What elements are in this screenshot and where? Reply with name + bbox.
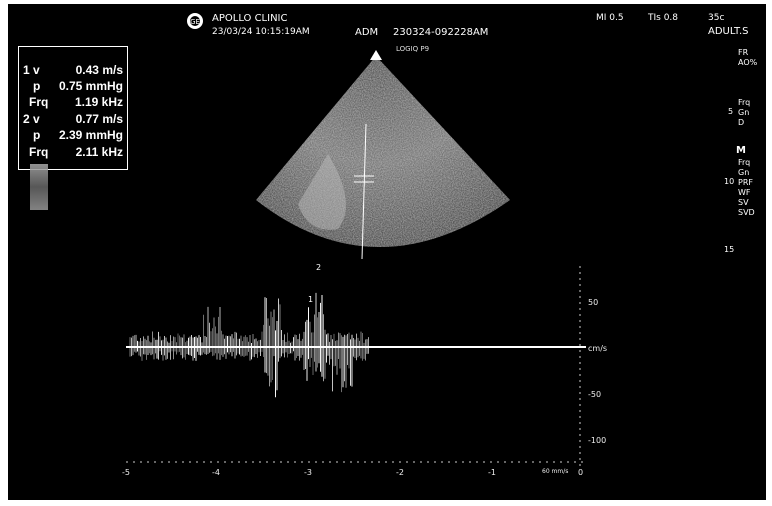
measurement-row: Frq 1.19 kHz (29, 95, 123, 109)
measurement-row: p 0.75 mmHg (33, 79, 123, 93)
measurement-row: p 2.39 mmHg (33, 128, 123, 142)
gray-scale-bar (30, 164, 48, 210)
clinic-name: APOLLO CLINIC (212, 13, 288, 24)
param-prf: PRF (738, 178, 753, 187)
operator-id: ADM (355, 27, 379, 38)
probe-label: LOGIQ P9 (396, 45, 430, 53)
ge-logo-icon: GE (187, 13, 203, 29)
param-gn: Gn (738, 108, 750, 117)
param-frq: Frq (738, 98, 751, 107)
param-svd: SVD (738, 208, 755, 217)
velocity-unit: cm/s (588, 344, 608, 353)
mi-value: MI 0.5 (596, 13, 624, 23)
time-tick: -5 (122, 468, 130, 477)
doppler-spectrum: 2 1 (126, 263, 586, 466)
measurement-panel: 1 v 0.43 m/s p 0.75 mmHg Frq 1.19 kHz 2 v 0.… (18, 46, 128, 170)
measurement-row: Frq 2.11 kHz (29, 145, 123, 159)
time-tick: 0 (578, 468, 584, 477)
param-ao: AO% (738, 58, 758, 67)
tis-value: TIs 0.8 (648, 13, 679, 23)
param-fr: FR (738, 48, 749, 57)
velocity-tick: 50 (588, 298, 599, 307)
velocity-tick: -100 (588, 436, 607, 445)
svg-text:GE: GE (190, 18, 200, 26)
velocity-tick: -50 (588, 390, 602, 399)
spectral-trace (129, 292, 369, 398)
param-m-gn: Gn (738, 168, 750, 177)
time-tick: -4 (212, 468, 220, 477)
param-sv: SV (738, 198, 749, 207)
mode-m-label: M (736, 145, 746, 156)
param-d: D (738, 118, 745, 127)
depth-10: 10 (724, 177, 735, 186)
time-tick: -1 (488, 468, 496, 477)
measurement-row: 2 v 0.77 m/s (23, 112, 123, 126)
depth-15: 15 (724, 245, 735, 254)
patient-id: 230324-092228AM (393, 27, 489, 38)
frame-rate: 35c (708, 13, 725, 23)
param-wf: WF (738, 188, 751, 197)
time-tick: -3 (304, 468, 312, 477)
preset-name: ADULT.S (708, 26, 749, 37)
b-mode-sector (256, 50, 510, 260)
measurement-row: 1 v 0.43 m/s (23, 63, 123, 77)
param-m-frq: Frq (738, 158, 751, 167)
time-tick: -2 (396, 468, 404, 477)
cursor-marker-1: 1 (308, 295, 313, 304)
exam-datetime: 23/03/24 10:15:19AM (212, 27, 310, 37)
depth-5: 5 (728, 107, 734, 116)
ultrasound-screen: GE APOLLO CLINIC 23/03/24 10:15:19AM ADM… (8, 4, 766, 500)
cursor-marker-2: 2 (316, 263, 321, 272)
sweep-unit: 60 mm/s (542, 468, 569, 475)
